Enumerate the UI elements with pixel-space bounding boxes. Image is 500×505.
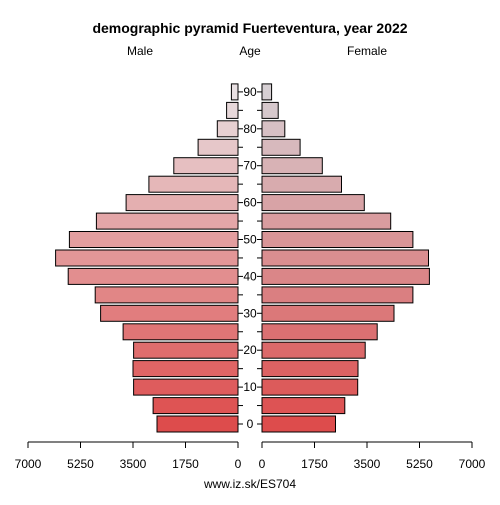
female-bar-35-39 <box>261 286 414 304</box>
age-tick-label: 90 <box>243 85 257 99</box>
female-bar-60-64 <box>261 194 365 212</box>
male-bar-45-49 <box>55 249 239 267</box>
age-tick-label: 70 <box>243 159 257 173</box>
male-bar-20-24 <box>133 341 239 359</box>
female-x-tick-label: 0 <box>259 457 266 471</box>
female-bar-65-69 <box>261 175 342 193</box>
footer-source: www.iz.sk/ES704 <box>203 477 296 491</box>
male-bar-70-74 <box>173 157 239 175</box>
male-bar-15-19 <box>132 360 239 378</box>
male-bar-75-79 <box>197 138 239 156</box>
female-bar-55-59 <box>261 212 392 230</box>
male-bar-25-29 <box>122 323 239 341</box>
female-bar-30-34 <box>261 304 395 322</box>
female-label: Female <box>347 44 387 58</box>
male-bar-5-9 <box>152 397 239 415</box>
male-x-tick-label: 7000 <box>15 457 42 471</box>
female-bar-5-9 <box>261 397 346 415</box>
male-bar-80-84 <box>216 120 239 138</box>
male-bar-50-54 <box>68 231 239 248</box>
female-bar-80-84 <box>261 120 286 138</box>
male-bar-55-59 <box>95 212 239 230</box>
female-bar-70-74 <box>261 157 323 175</box>
female-x-tick-label: 1750 <box>301 457 328 471</box>
age-tick-label: 10 <box>243 380 257 394</box>
age-label: Age <box>239 44 261 58</box>
male-bar-90+ <box>230 83 239 101</box>
age-tick-label: 50 <box>243 233 257 247</box>
female-bar-15-19 <box>261 360 359 378</box>
male-x-tick-label: 5250 <box>67 457 94 471</box>
male-bar-35-39 <box>94 286 239 304</box>
male-label: Male <box>127 44 153 58</box>
male-bar-10-14 <box>133 378 239 396</box>
male-bar-40-44 <box>67 267 239 285</box>
female-bar-10-14 <box>261 378 359 396</box>
male-bar-85-89 <box>226 101 239 119</box>
female-bar-85-89 <box>261 101 279 119</box>
age-tick-label: 30 <box>243 306 257 320</box>
male-bar-30-34 <box>100 304 239 322</box>
female-x-tick-label: 3500 <box>354 457 381 471</box>
female-bar-40-44 <box>261 267 430 285</box>
age-tick-label: 40 <box>243 269 257 283</box>
male-x-tick-label: 1750 <box>172 457 199 471</box>
female-x-tick-label: 7000 <box>459 457 486 471</box>
chart-title: demographic pyramid Fuerteventura, year … <box>92 20 407 36</box>
age-tick-label: 60 <box>243 196 257 210</box>
female-bar-0-4 <box>261 415 336 433</box>
male-x-tick-label: 0 <box>235 457 242 471</box>
female-x-tick-label: 5250 <box>406 457 433 471</box>
female-bar-75-79 <box>261 138 301 156</box>
female-bar-45-49 <box>261 249 429 267</box>
female-bar-25-29 <box>261 323 378 341</box>
male-bar-0-4 <box>156 415 239 433</box>
age-tick-label: 0 <box>247 417 254 431</box>
male-bar-65-69 <box>148 175 239 193</box>
female-bar-90+ <box>261 83 273 101</box>
female-bar-20-24 <box>261 341 366 359</box>
male-x-tick-label: 3500 <box>120 457 147 471</box>
age-tick-label: 80 <box>243 122 257 136</box>
female-bar-50-54 <box>261 231 414 248</box>
male-bar-60-64 <box>125 194 239 212</box>
axes-layer: 0 10 20 30 40 50 60 70 80 90 7000 5250 3500 1750 0 0 175… <box>15 85 486 471</box>
age-tick-label: 20 <box>243 343 257 357</box>
